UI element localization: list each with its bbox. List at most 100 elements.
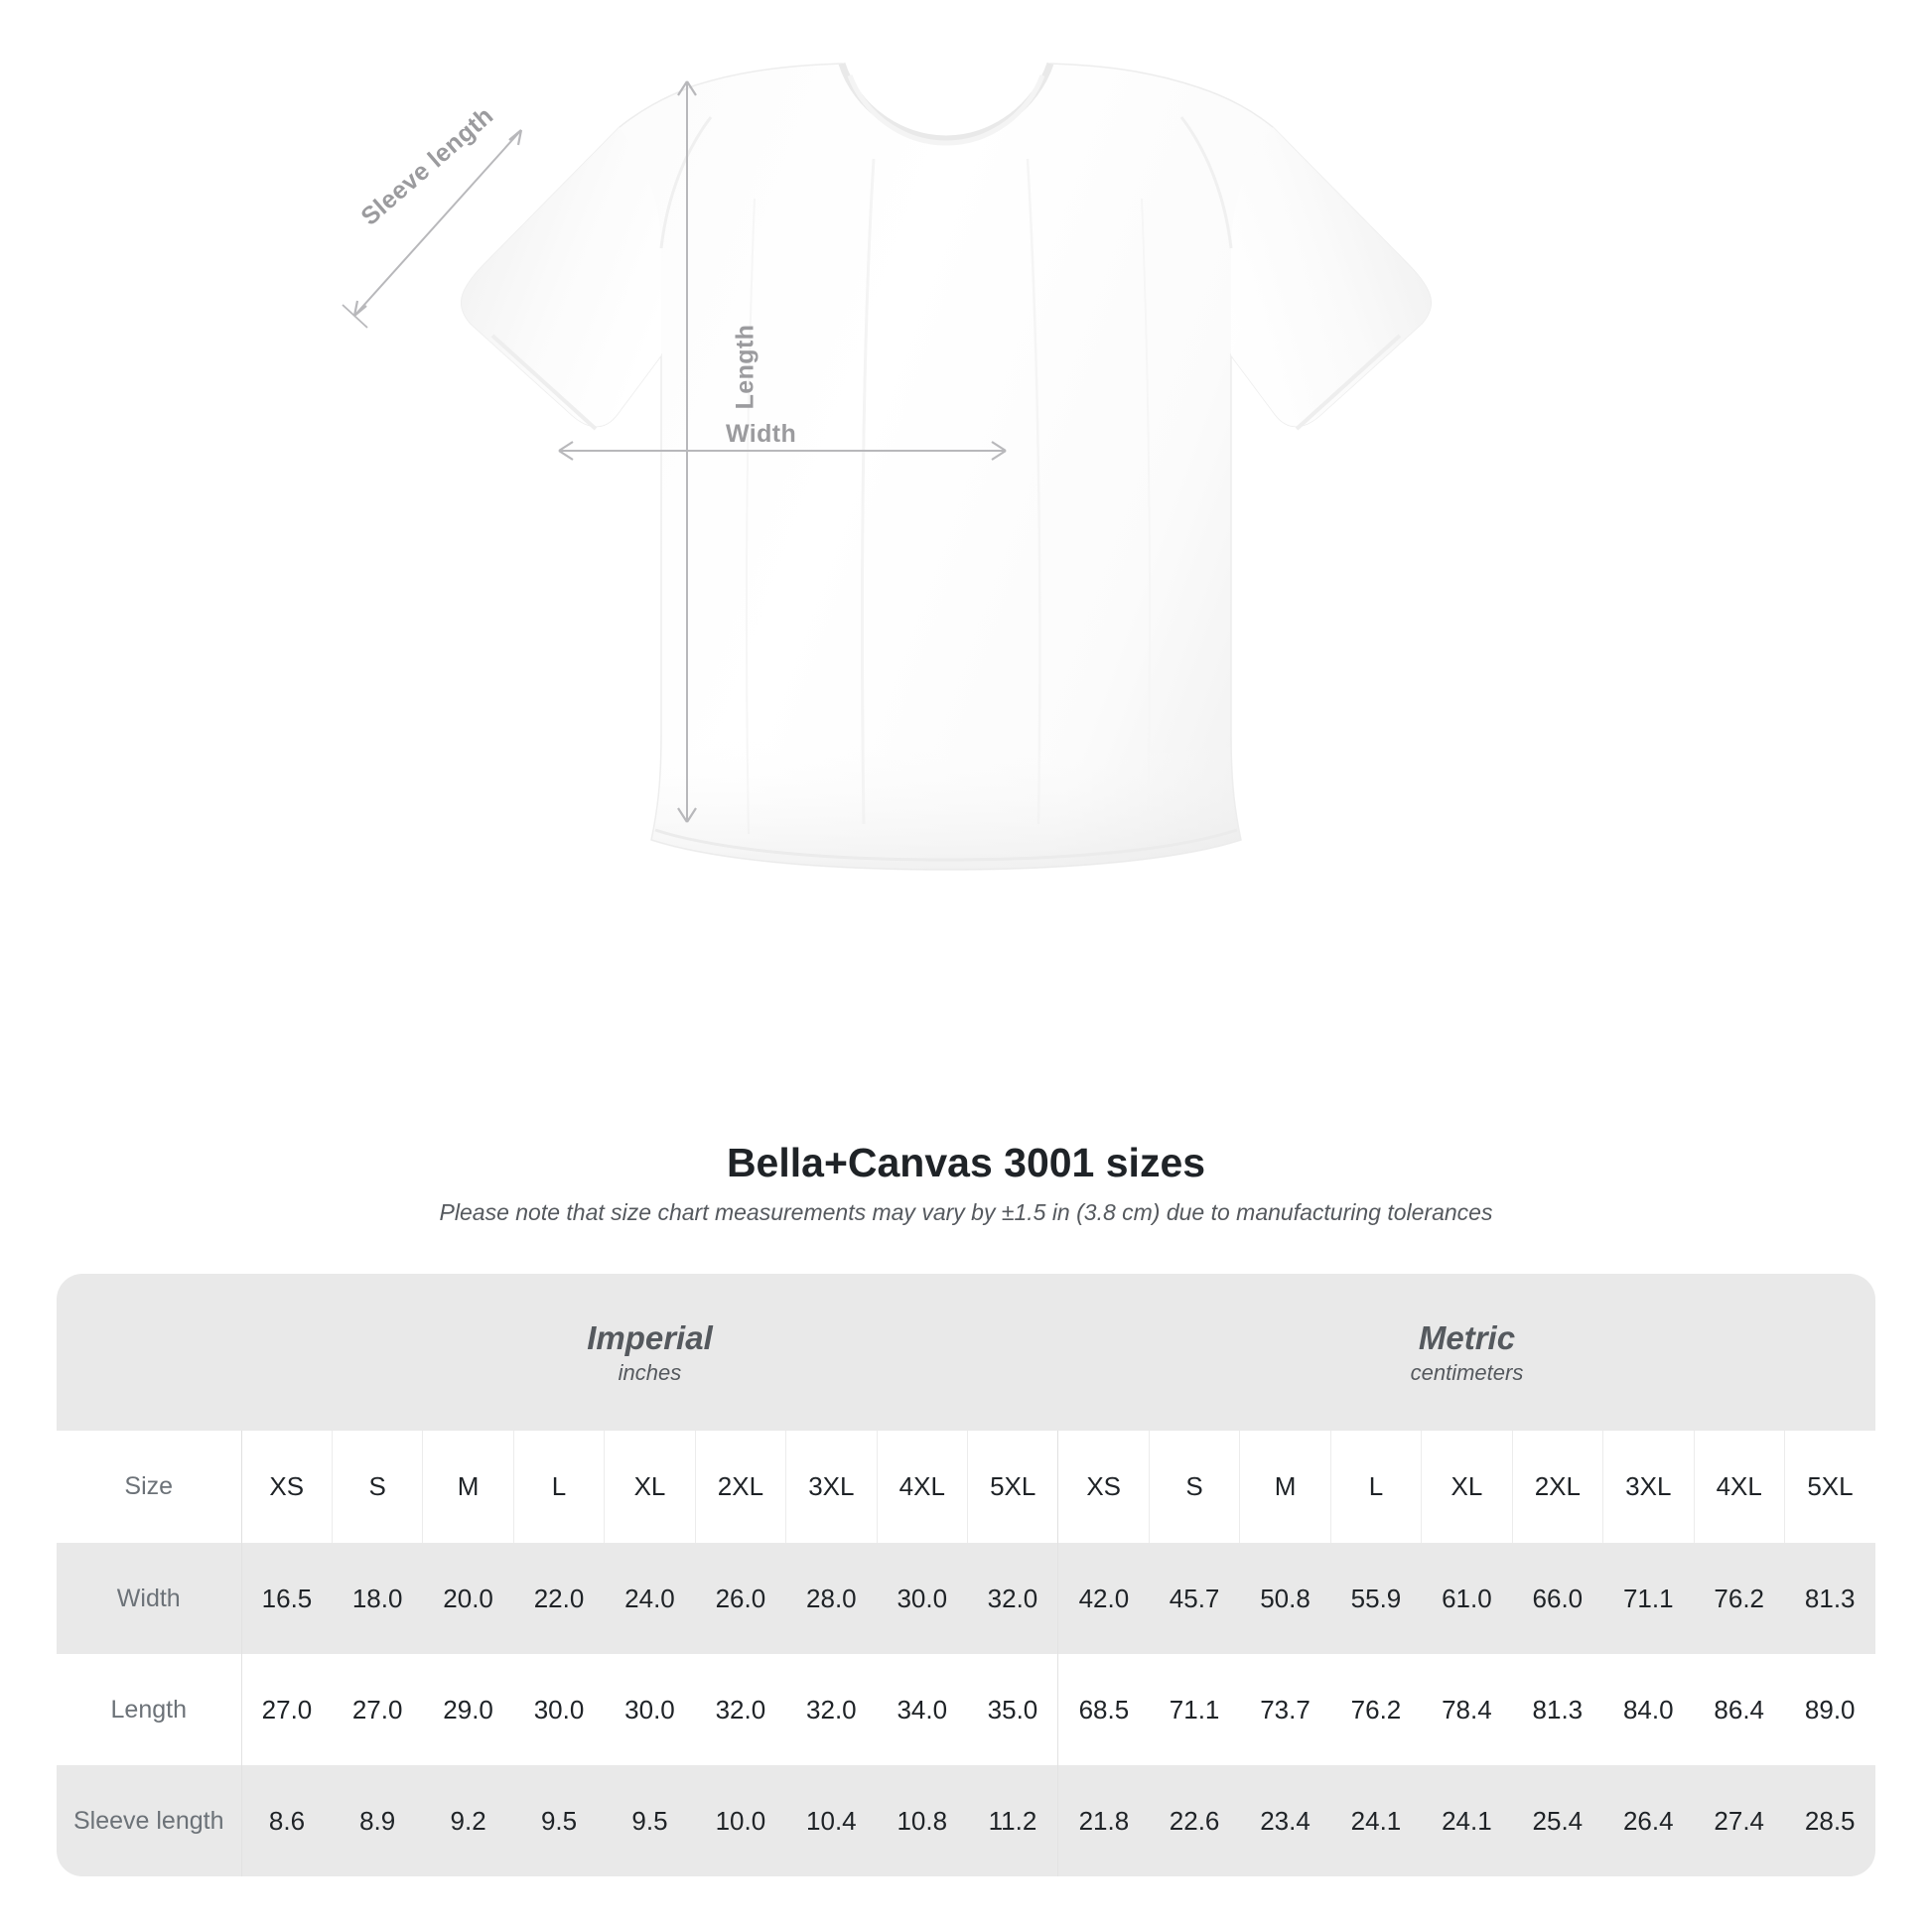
table-cell: 32.0 bbox=[967, 1543, 1058, 1654]
table-cell: 16.5 bbox=[240, 1543, 333, 1654]
unit-group-row: Imperial inches Metric centimeters bbox=[57, 1274, 1875, 1431]
sleeve-length-arrow bbox=[342, 129, 523, 329]
column-header: 3XL bbox=[785, 1431, 878, 1543]
table-cell: 26.4 bbox=[1602, 1765, 1694, 1876]
table-cell: 28.5 bbox=[1784, 1765, 1875, 1876]
size-table: Imperial inches Metric centimeters Size … bbox=[57, 1274, 1875, 1876]
tshirt-shape bbox=[461, 62, 1432, 871]
table-cell: 24.0 bbox=[604, 1543, 696, 1654]
table-cell: 30.0 bbox=[877, 1543, 968, 1654]
table-cell: 35.0 bbox=[967, 1654, 1058, 1765]
table-row-size-headers: Size XS S M L XL 2XL 3XL 4XL 5XL XS S M … bbox=[57, 1431, 1875, 1543]
row-label-length: Length bbox=[57, 1654, 241, 1765]
column-header: M bbox=[1239, 1431, 1331, 1543]
column-header: XS bbox=[240, 1431, 333, 1543]
column-header: S bbox=[1148, 1431, 1240, 1543]
column-header: XS bbox=[1057, 1431, 1150, 1543]
column-header: L bbox=[512, 1431, 605, 1543]
table-cell: 73.7 bbox=[1239, 1654, 1331, 1765]
tshirt-illustration bbox=[342, 62, 1432, 871]
tolerance-note: Please note that size chart measurements… bbox=[439, 1199, 1493, 1225]
column-header: 2XL bbox=[694, 1431, 786, 1543]
table-cell: 76.2 bbox=[1694, 1543, 1785, 1654]
tshirt-diagram: Sleeve length Length Width bbox=[342, 62, 1432, 871]
table-row: Sleeve length 8.6 8.9 9.2 9.5 9.5 10.0 1… bbox=[57, 1765, 1875, 1876]
table-row: Length 27.0 27.0 29.0 30.0 30.0 32.0 32.… bbox=[57, 1654, 1875, 1765]
column-header: 2XL bbox=[1511, 1431, 1603, 1543]
column-header: M bbox=[422, 1431, 514, 1543]
column-header: L bbox=[1329, 1431, 1422, 1543]
table-cell: 32.0 bbox=[785, 1654, 878, 1765]
table-cell: 42.0 bbox=[1057, 1543, 1150, 1654]
table-cell: 11.2 bbox=[967, 1765, 1058, 1876]
table-cell: 27.0 bbox=[332, 1654, 423, 1765]
table-cell: 29.0 bbox=[422, 1654, 514, 1765]
table-cell: 45.7 bbox=[1149, 1543, 1240, 1654]
row-label-width: Width bbox=[57, 1543, 241, 1654]
table-cell: 24.1 bbox=[1421, 1765, 1513, 1876]
column-header: S bbox=[331, 1431, 423, 1543]
row-label-sleeve-length: Sleeve length bbox=[57, 1765, 241, 1876]
table-cell: 68.5 bbox=[1057, 1654, 1150, 1765]
table-cell: 30.0 bbox=[513, 1654, 605, 1765]
table-cell: 23.4 bbox=[1239, 1765, 1331, 1876]
table-cell: 71.1 bbox=[1602, 1543, 1694, 1654]
table-cell: 34.0 bbox=[877, 1654, 968, 1765]
length-label: Length bbox=[731, 324, 759, 410]
table-cell: 18.0 bbox=[332, 1543, 423, 1654]
table-cell: 25.4 bbox=[1512, 1765, 1603, 1876]
table-cell: 10.4 bbox=[785, 1765, 878, 1876]
table-cell: 21.8 bbox=[1057, 1765, 1150, 1876]
column-header: 5XL bbox=[966, 1431, 1058, 1543]
table-cell: 66.0 bbox=[1512, 1543, 1603, 1654]
table-cell: 71.1 bbox=[1149, 1654, 1240, 1765]
column-header: XL bbox=[1421, 1431, 1513, 1543]
width-arrow bbox=[558, 441, 1007, 461]
table-cell: 9.5 bbox=[604, 1765, 696, 1876]
table-cell: 89.0 bbox=[1784, 1654, 1875, 1765]
table-cell: 50.8 bbox=[1239, 1543, 1331, 1654]
table-cell: 30.0 bbox=[604, 1654, 696, 1765]
page-title: Bella+Canvas 3001 sizes bbox=[726, 1140, 1206, 1185]
table-cell: 10.0 bbox=[695, 1765, 786, 1876]
unit-group-metric-subtitle: centimeters bbox=[1410, 1359, 1524, 1385]
table-cell: 86.4 bbox=[1694, 1654, 1785, 1765]
table-cell: 8.9 bbox=[332, 1765, 423, 1876]
table-cell: 81.3 bbox=[1512, 1654, 1603, 1765]
unit-group-imperial-title: Imperial bbox=[587, 1318, 713, 1356]
table-cell: 32.0 bbox=[695, 1654, 786, 1765]
column-header: XL bbox=[604, 1431, 696, 1543]
unit-head-spacer bbox=[57, 1274, 241, 1431]
measurement-arrows bbox=[342, 80, 1007, 823]
table-cell: 22.0 bbox=[513, 1543, 605, 1654]
column-header: 5XL bbox=[1783, 1431, 1875, 1543]
table-cell: 84.0 bbox=[1602, 1654, 1694, 1765]
table-cell: 27.0 bbox=[240, 1654, 333, 1765]
table-cell: 28.0 bbox=[785, 1543, 878, 1654]
table-row: Width 16.5 18.0 20.0 22.0 24.0 26.0 28.0… bbox=[57, 1543, 1875, 1654]
table-cell: 24.1 bbox=[1330, 1765, 1422, 1876]
table-cell: 55.9 bbox=[1330, 1543, 1422, 1654]
unit-group-metric: Metric centimeters bbox=[1057, 1274, 1875, 1431]
column-header: 3XL bbox=[1602, 1431, 1694, 1543]
table-cell: 9.2 bbox=[422, 1765, 514, 1876]
unit-group-imperial-subtitle: inches bbox=[618, 1359, 682, 1385]
width-label: Width bbox=[726, 420, 797, 448]
table-cell: 61.0 bbox=[1421, 1543, 1513, 1654]
table-cell: 78.4 bbox=[1421, 1654, 1513, 1765]
unit-group-metric-title: Metric bbox=[1418, 1318, 1516, 1356]
unit-group-imperial: Imperial inches bbox=[241, 1274, 1058, 1431]
size-table-wrapper: Imperial inches Metric centimeters Size … bbox=[57, 1274, 1875, 1876]
table-cell: 8.6 bbox=[240, 1765, 333, 1876]
column-header: 4XL bbox=[1693, 1431, 1785, 1543]
table-cell: 81.3 bbox=[1784, 1543, 1875, 1654]
table-cell: 26.0 bbox=[695, 1543, 786, 1654]
table-cell: 9.5 bbox=[513, 1765, 605, 1876]
table-cell: 10.8 bbox=[877, 1765, 968, 1876]
row-label-size: Size bbox=[57, 1431, 241, 1543]
table-cell: 20.0 bbox=[422, 1543, 514, 1654]
table-cell: 27.4 bbox=[1694, 1765, 1785, 1876]
column-header: 4XL bbox=[876, 1431, 968, 1543]
table-cell: 76.2 bbox=[1330, 1654, 1422, 1765]
